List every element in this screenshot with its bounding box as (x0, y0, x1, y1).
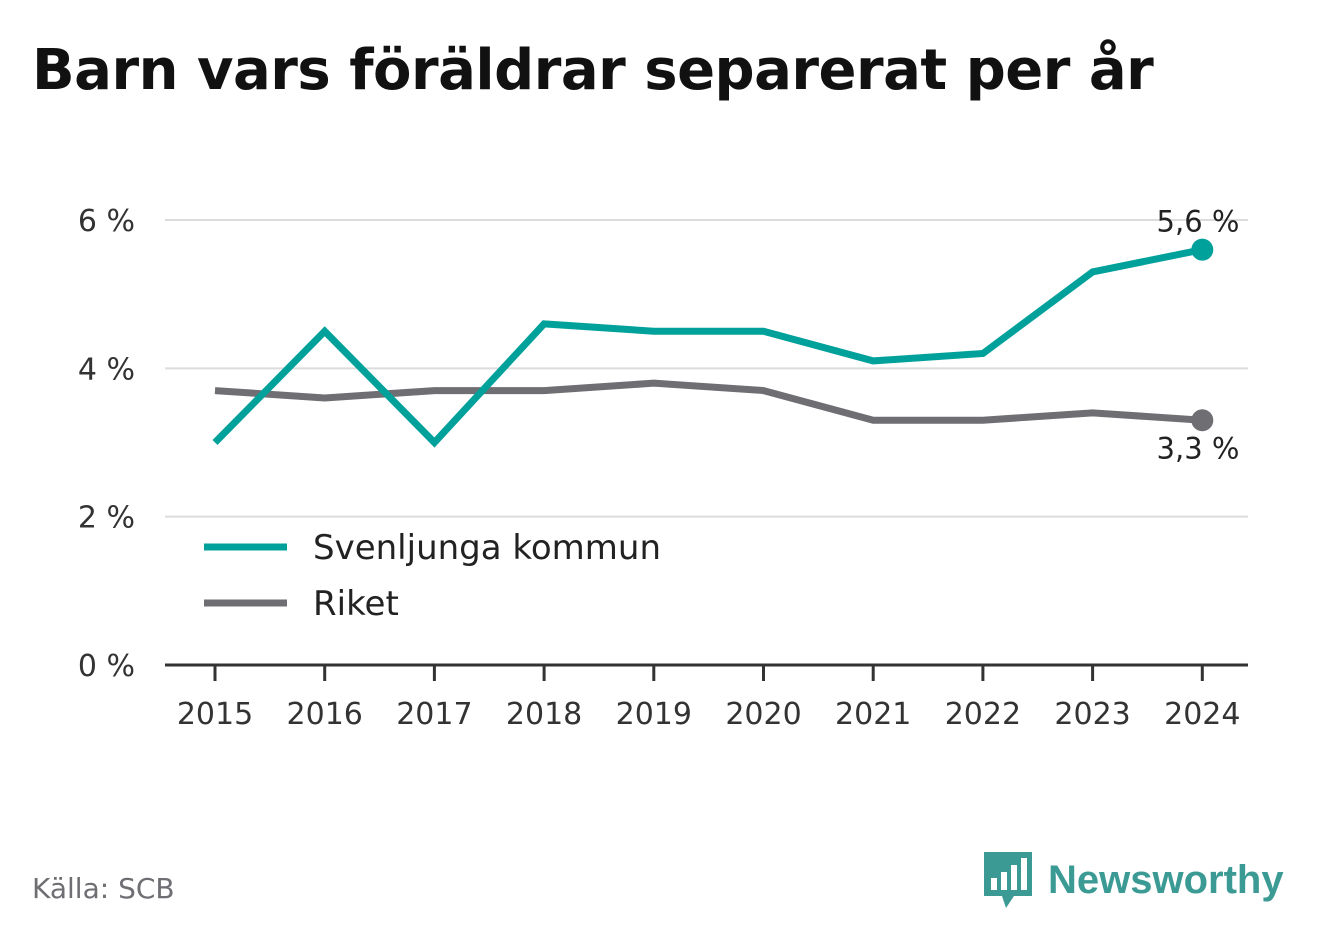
y-axis-ticks: 0 % 2 % 4 % 6 % (78, 204, 135, 684)
series-line (214, 379, 1203, 424)
end-value-label: 3,3 % (1157, 431, 1240, 465)
x-tick-label: 2023 (1054, 697, 1130, 732)
y-tick-label: 2 % (78, 501, 135, 536)
y-tick-label: 0 % (78, 649, 135, 684)
legend-label: Riket (313, 584, 399, 624)
series-lines: 5,6 % 3,3 % (212, 205, 1240, 465)
legend: Svenljunga kommun Riket (190, 518, 690, 636)
brand-name: Newsworthy (1048, 857, 1284, 902)
legend-background (190, 518, 690, 636)
y-tick-label: 4 % (78, 352, 135, 387)
series-end-point (1191, 238, 1214, 261)
gridlines (165, 219, 1248, 518)
x-tick-label: 2018 (506, 697, 582, 732)
x-tick-label: 2024 (1164, 697, 1240, 732)
x-tick-label: 2015 (177, 697, 253, 732)
x-tick-label: 2016 (287, 697, 363, 732)
x-tick-label: 2020 (725, 697, 801, 732)
x-tick-label: 2021 (835, 697, 911, 732)
x-tick-label: 2019 (616, 697, 692, 732)
end-value-label: 5,6 % (1157, 205, 1240, 239)
legend-label: Svenljunga kommun (313, 528, 661, 568)
brand-logo: Newsworthy (982, 850, 1284, 910)
series-end-point (1191, 409, 1214, 432)
x-axis: 2015 2016 2017 2018 2019 2020 2021 2022 2023 2024 (165, 663, 1248, 732)
y-tick-label: 6 % (78, 204, 135, 239)
bar-chart-speech-bubble-icon (984, 852, 1032, 908)
source-note: Källa: SCB (32, 872, 175, 905)
chart-title: Barn vars föräldrar separerat per år (32, 38, 1154, 103)
x-tick-label: 2017 (396, 697, 472, 732)
series-line (212, 246, 1203, 448)
x-tick-label: 2022 (945, 697, 1021, 732)
